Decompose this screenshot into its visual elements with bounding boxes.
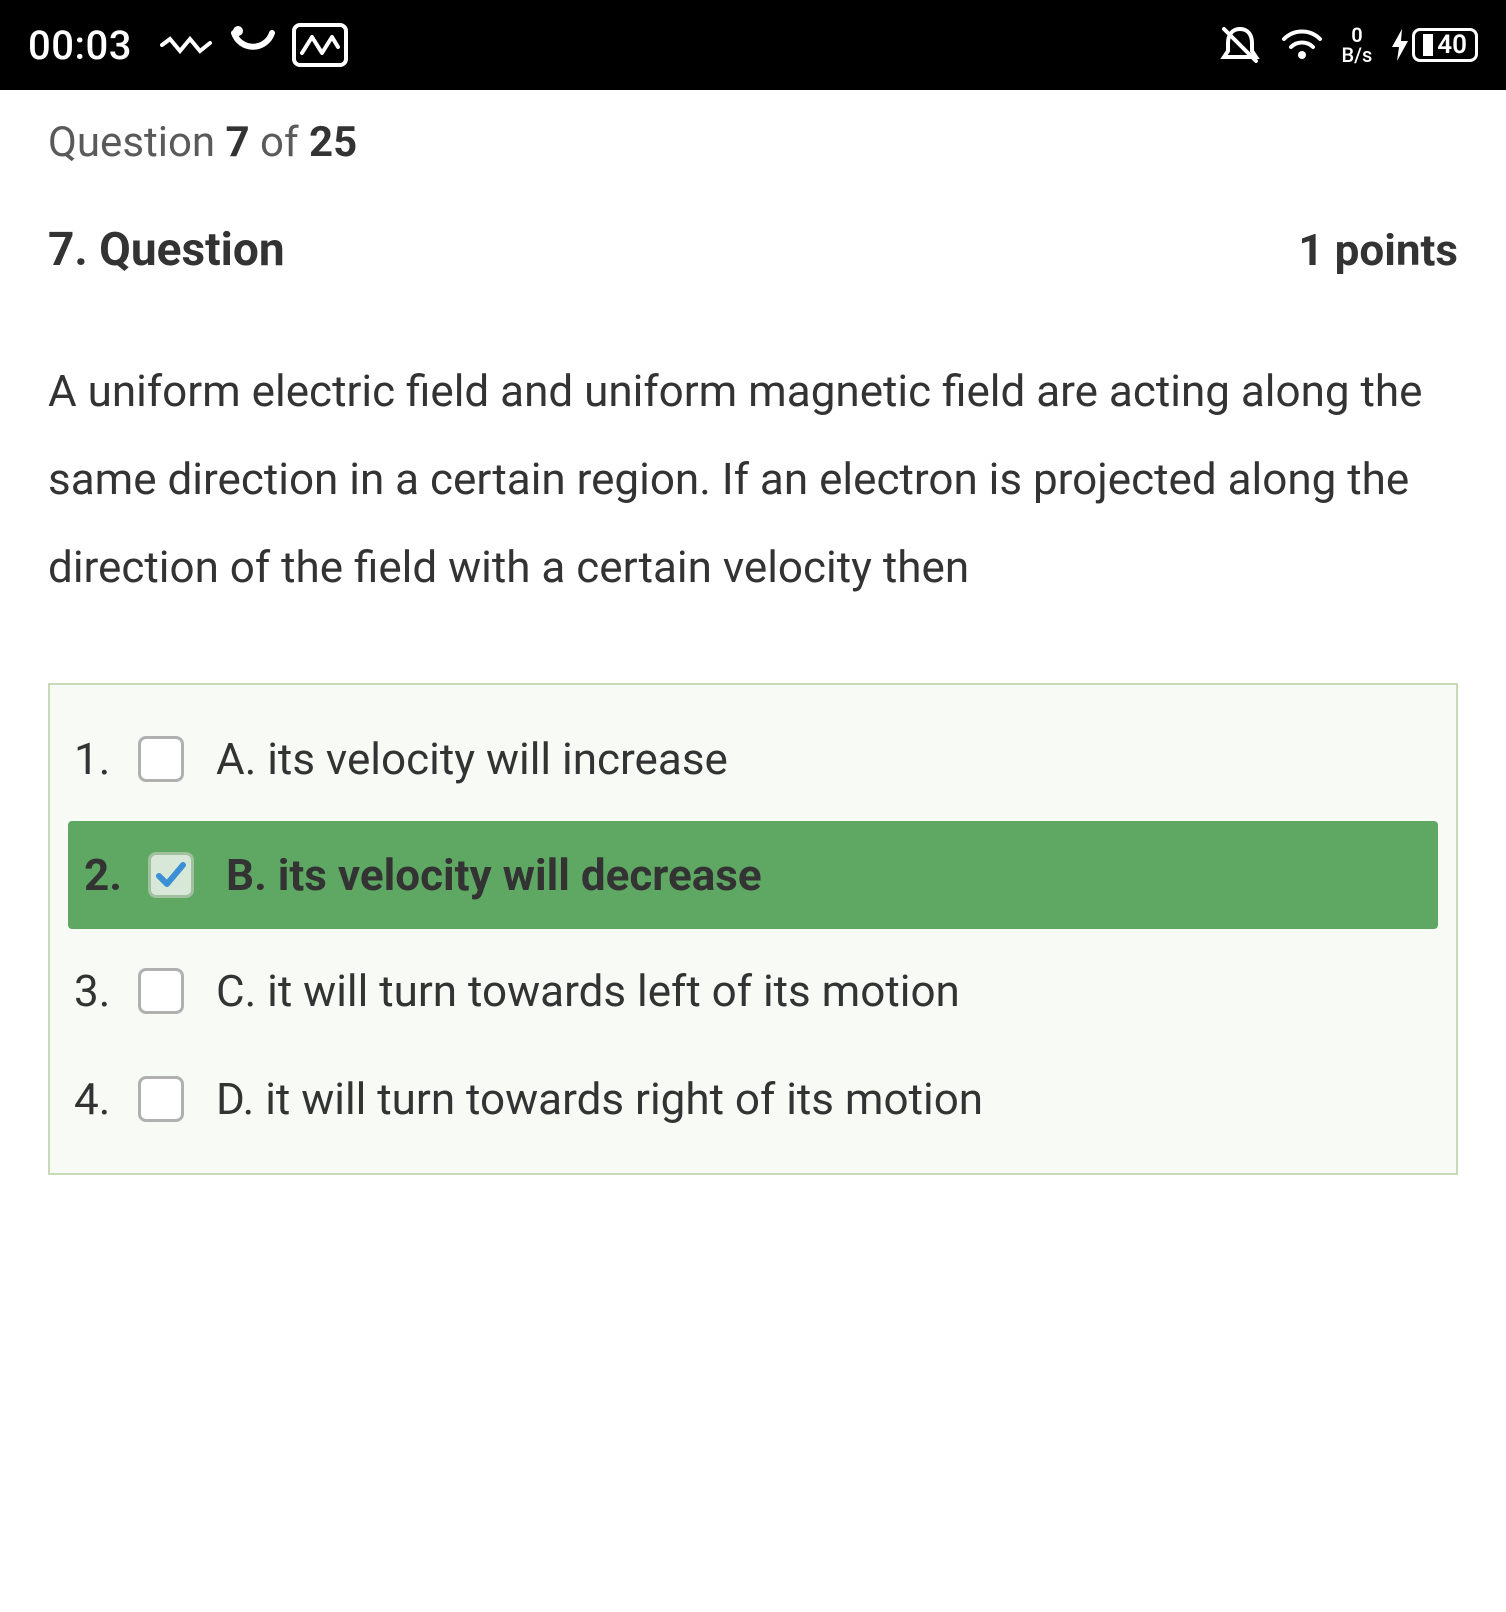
battery-level: 40: [1437, 32, 1467, 58]
charging-icon: [1390, 27, 1410, 63]
counter-total: 25: [309, 118, 357, 167]
status-time: 00:03: [28, 22, 132, 69]
question-header: 7. Question 1 points: [48, 223, 1458, 277]
status-right-group: 0 B/s 40: [1218, 23, 1478, 67]
counter-prefix: Question: [48, 118, 226, 167]
answer-option-2[interactable]: 2. B. its velocity will decrease: [68, 821, 1438, 929]
battery-indicator: 40: [1390, 27, 1478, 63]
content-area: Question 7 of 25 7. Question 1 points A …: [0, 90, 1506, 1215]
answer-number: 3.: [74, 965, 126, 1017]
question-counter: Question 7 of 25: [48, 118, 1458, 167]
answer-option-1[interactable]: 1. A. its velocity will increase: [50, 705, 1456, 813]
checkbox-icon[interactable]: [138, 968, 184, 1014]
network-speed-value: 0: [1351, 25, 1362, 45]
answer-text: B. its velocity will decrease: [226, 849, 762, 901]
wave-icon: [160, 33, 214, 57]
app-icon: [228, 25, 278, 65]
answer-option-4[interactable]: 4. D. it will turn towards right of its …: [50, 1045, 1456, 1153]
answer-number: 1.: [74, 733, 126, 785]
question-body: A uniform electric field and uniform mag…: [48, 347, 1458, 611]
status-bar: 00:03: [0, 0, 1506, 90]
network-speed-unit: B/s: [1342, 45, 1373, 65]
checkbox-icon[interactable]: [138, 1076, 184, 1122]
battery-fill-icon: [1423, 34, 1433, 56]
question-points: 1 points: [1298, 224, 1458, 276]
counter-current: 7: [226, 118, 250, 167]
bell-off-icon: [1218, 23, 1262, 67]
checkbox-icon[interactable]: [138, 736, 184, 782]
answers-container: 1. A. its velocity will increase 2. B. i…: [48, 683, 1458, 1175]
network-speed-indicator: 0 B/s: [1342, 25, 1373, 65]
answer-option-3[interactable]: 3. C. it will turn towards left of its m…: [50, 937, 1456, 1045]
wifi-icon: [1280, 27, 1324, 63]
answer-number: 4.: [74, 1073, 126, 1125]
answer-text: A. its velocity will increase: [216, 733, 728, 785]
status-left-icons: [160, 23, 348, 67]
answer-text: D. it will turn towards right of its mot…: [216, 1073, 983, 1125]
answer-text: C. it will turn towards left of its moti…: [216, 965, 960, 1017]
answer-number: 2.: [84, 849, 136, 901]
battery-box: 40: [1412, 28, 1478, 62]
checkbox-checked-icon[interactable]: [148, 852, 194, 898]
activity-icon: [292, 23, 348, 67]
question-title: 7. Question: [48, 223, 285, 277]
status-left-group: 00:03: [28, 22, 348, 69]
checkmark-icon: [153, 857, 189, 893]
counter-of: of: [250, 118, 309, 167]
